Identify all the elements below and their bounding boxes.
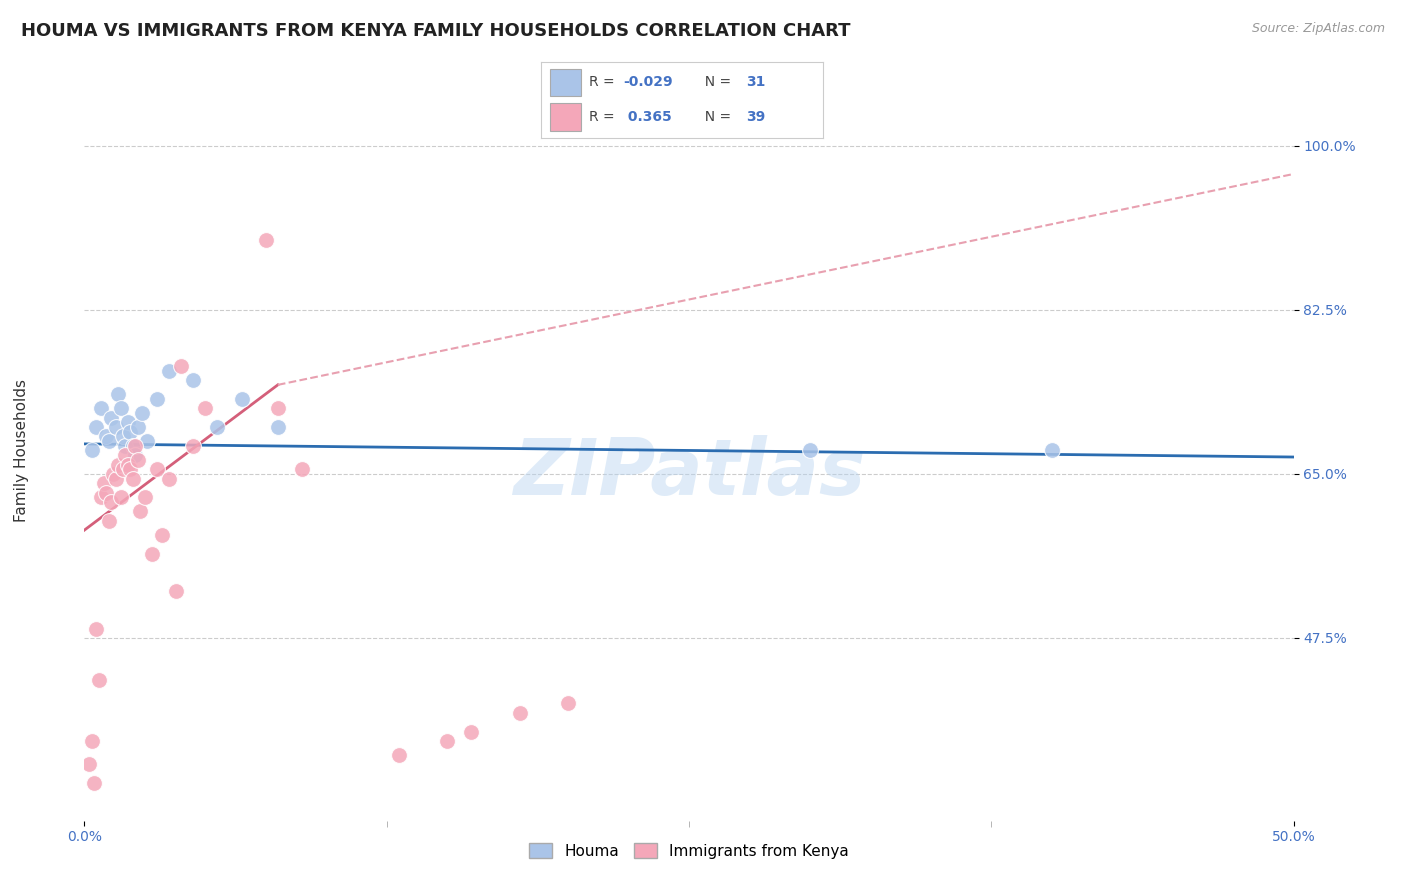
Point <box>146 392 169 406</box>
Point <box>112 462 135 476</box>
Point <box>103 467 125 481</box>
Point <box>181 439 204 453</box>
Point <box>134 491 156 505</box>
Text: N =: N = <box>696 75 735 89</box>
Point <box>87 673 110 687</box>
Point <box>194 401 217 416</box>
FancyBboxPatch shape <box>550 103 581 130</box>
Point <box>165 584 187 599</box>
Point <box>436 734 458 748</box>
Point <box>207 420 229 434</box>
Text: 0.365: 0.365 <box>623 110 672 124</box>
Point <box>117 415 139 429</box>
Text: ZIPatlas: ZIPatlas <box>513 434 865 511</box>
Point <box>121 472 143 486</box>
Point <box>100 410 122 425</box>
Point <box>77 757 100 772</box>
Text: N =: N = <box>696 110 735 124</box>
Point <box>107 458 129 472</box>
Point <box>97 514 120 528</box>
Point <box>104 420 127 434</box>
Point <box>170 359 193 373</box>
Point <box>83 776 105 790</box>
Point <box>100 495 122 509</box>
Point <box>267 420 290 434</box>
Point <box>129 504 152 518</box>
Point <box>112 429 135 443</box>
Legend: Houma, Immigrants from Kenya: Houma, Immigrants from Kenya <box>523 837 855 865</box>
Point <box>93 476 115 491</box>
Point <box>291 462 314 476</box>
Point <box>110 491 132 505</box>
Point <box>94 429 117 443</box>
Point <box>114 448 136 462</box>
Text: 31: 31 <box>747 75 766 89</box>
Point <box>146 462 169 476</box>
Point <box>157 472 180 486</box>
Point <box>131 406 153 420</box>
Point <box>460 724 482 739</box>
Point <box>94 485 117 500</box>
Point <box>254 233 277 247</box>
Point <box>141 547 163 561</box>
Point <box>121 439 143 453</box>
Point <box>181 373 204 387</box>
Text: Source: ZipAtlas.com: Source: ZipAtlas.com <box>1251 22 1385 36</box>
Point <box>124 439 146 453</box>
Point <box>90 401 112 416</box>
Point <box>136 434 159 448</box>
Point <box>86 420 108 434</box>
Point <box>110 401 132 416</box>
Text: -0.029: -0.029 <box>623 75 672 89</box>
Point <box>557 697 579 711</box>
Point <box>509 706 531 720</box>
Point <box>120 462 142 476</box>
Point <box>157 364 180 378</box>
Text: R =: R = <box>589 110 619 124</box>
Point <box>150 528 173 542</box>
Point <box>107 387 129 401</box>
Point <box>120 425 142 439</box>
Point <box>97 434 120 448</box>
Point <box>267 401 290 416</box>
Point <box>90 491 112 505</box>
Point <box>127 420 149 434</box>
Point <box>104 472 127 486</box>
Point <box>124 448 146 462</box>
Text: R =: R = <box>589 75 619 89</box>
Point <box>1040 443 1063 458</box>
Point <box>388 747 411 762</box>
Point <box>799 443 821 458</box>
Point <box>80 443 103 458</box>
Point <box>86 622 108 636</box>
Point <box>80 734 103 748</box>
Y-axis label: Family Households: Family Households <box>14 379 28 522</box>
Point <box>231 392 253 406</box>
Point <box>127 453 149 467</box>
Point <box>117 458 139 472</box>
Text: HOUMA VS IMMIGRANTS FROM KENYA FAMILY HOUSEHOLDS CORRELATION CHART: HOUMA VS IMMIGRANTS FROM KENYA FAMILY HO… <box>21 22 851 40</box>
Text: 39: 39 <box>747 110 766 124</box>
FancyBboxPatch shape <box>550 69 581 95</box>
Point <box>114 439 136 453</box>
